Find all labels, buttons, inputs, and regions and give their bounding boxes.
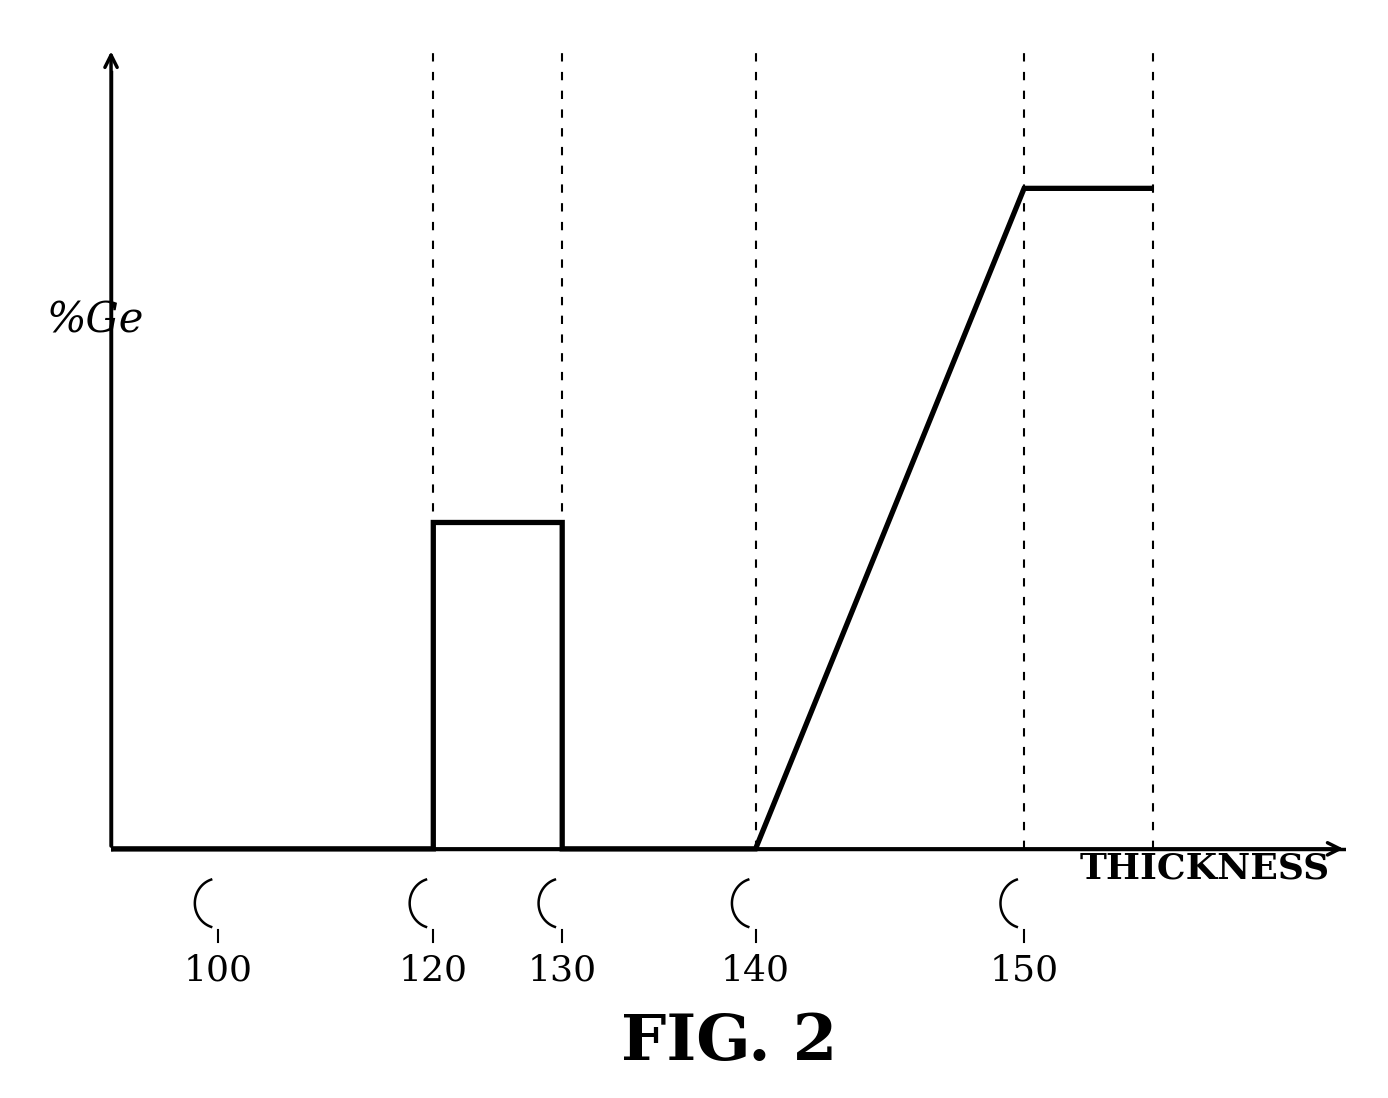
Text: 140: 140 [720,954,790,988]
Text: THICKNESS: THICKNESS [1080,851,1330,885]
Text: %Ge: %Ge [47,300,144,341]
Text: 150: 150 [990,954,1059,988]
Text: FIG. 2: FIG. 2 [620,1012,837,1073]
Text: 130: 130 [527,954,597,988]
Text: 100: 100 [185,954,253,988]
Text: 120: 120 [398,954,468,988]
